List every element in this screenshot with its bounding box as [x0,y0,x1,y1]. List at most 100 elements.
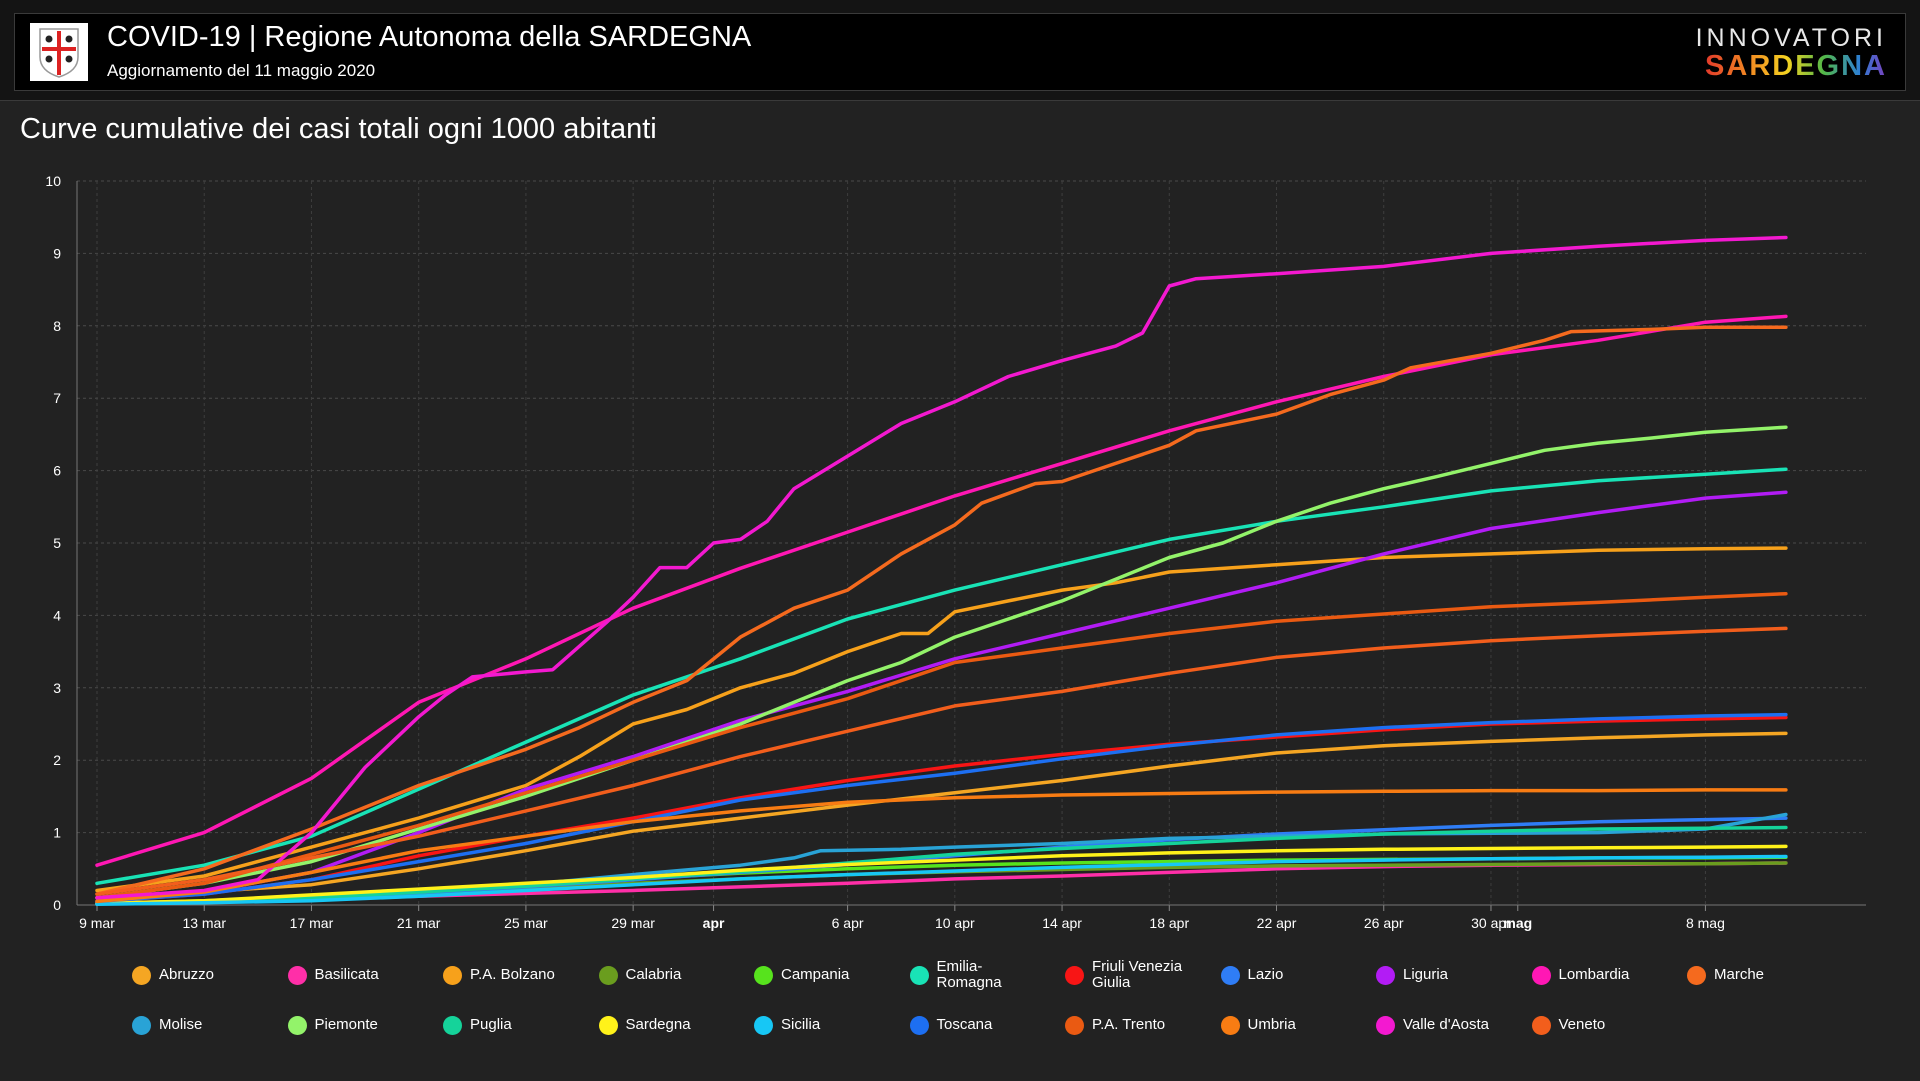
legend-color-dot [132,965,151,985]
y-tick-label: 3 [53,680,61,696]
series-line-abruzzo [95,731,1788,900]
brand-logo-line1: INNOVATORI [1695,24,1887,52]
legend-label: Veneto [1558,1016,1606,1033]
x-tick-label: 13 mar [182,915,226,931]
legend-item[interactable]: Veneto [1531,1013,1606,1037]
legend-color-dot [287,965,307,985]
chart-legend: Abruzzo Basilicata P.A. Bolzano Calabria Cam… [132,959,1892,1063]
legend-item[interactable]: Piemonte [287,1013,378,1037]
x-tick-label: 10 apr [935,915,975,931]
legend-item[interactable]: Molise [132,1013,202,1037]
y-tick-label: 7 [53,390,61,406]
legend-label: Sardegna [625,1016,691,1033]
legend-item[interactable]: Toscana [909,1013,993,1037]
x-tick-label: 18 apr [1149,915,1189,931]
legend-color-dot [1220,1015,1240,1035]
x-tick-label: apr [703,915,725,931]
legend-label: Toscana [936,1016,993,1033]
y-tick-label: 2 [53,752,61,768]
chart-panel: Curve cumulative dei casi totali ogni 10… [0,100,1920,1081]
series-line-p-a-trento [95,591,1788,900]
x-tick-label: 14 apr [1042,915,1082,931]
y-tick-label: 6 [53,463,61,479]
x-tick-label: 26 apr [1364,915,1404,931]
legend-label: Emilia-Romagna [936,958,1002,991]
legend-item[interactable]: Friuli Venezia Giulia [1065,959,1202,991]
y-tick-label: 5 [53,535,61,551]
legend-label: Sicilia [781,1016,821,1033]
series-line-veneto [95,626,1788,896]
brand-logo-line2: SARDEGNA [1705,50,1887,82]
legend-color-dot [1220,965,1240,985]
legend-item[interactable]: Umbria [1220,1013,1296,1037]
series-line-umbria [95,788,1788,904]
y-tick-label: 4 [53,607,61,623]
legend-item[interactable]: Lazio [1220,963,1284,987]
series-line-liguria [95,490,1788,904]
sardinia-coat-of-arms-logo [30,23,88,81]
page-title: COVID-19 | Regione Autonoma della SARDEG… [107,21,752,53]
legend-item[interactable]: Lombardia [1531,963,1630,987]
legend-item[interactable]: Emilia-Romagna [909,959,1047,991]
line-chart: 0 1 2 3 4 5 6 7 8 9 10 9 mar 13 mar 17 mar 21 mar 25 ma… [45,173,1866,931]
legend-label: Abruzzo [159,966,215,983]
legend-color-dot [1687,965,1706,985]
legend-item[interactable]: Marche [1687,963,1764,987]
series-line-sicilia [95,854,1788,907]
legend-label: Molise [159,1016,203,1033]
legend-color-dot [287,1015,307,1035]
series-line-emilia-romagna [95,467,1788,886]
legend-color-dot [1065,965,1084,985]
header-bar: COVID-19 | Regione Autonoma della SARDEG… [14,13,1906,91]
legend-color-dot [598,965,618,985]
legend-label: P.A. Bolzano [470,966,555,983]
legend-item[interactable]: Calabria [598,963,682,987]
legend-color-dot [1376,965,1395,985]
legend-color-dot [1065,1015,1084,1035]
x-tick-label: 9 mar [79,915,115,931]
legend-item[interactable]: Valle d'Aosta [1376,1013,1489,1037]
chart-title: Curve cumulative dei casi totali ogni 10… [20,113,657,145]
legend-color-dot [754,1015,773,1035]
y-tick-label: 8 [53,318,61,334]
x-tick-label: 21 mar [397,915,441,931]
series-line-piemonte [95,425,1788,900]
legend-color-dot [1531,1015,1551,1035]
legend-item[interactable]: Abruzzo [132,963,214,987]
legend-label: Puglia [470,1016,512,1033]
x-tick-label: 30 apr [1471,915,1511,931]
legend-item[interactable]: P.A. Trento [1065,1013,1165,1037]
legend-label: Campania [781,966,850,983]
x-tick-label: 29 mar [611,915,655,931]
legend-label: P.A. Trento [1092,1016,1166,1033]
legend-label: Friuli Venezia Giulia [1092,958,1183,991]
legend-item[interactable]: Puglia [443,1013,512,1037]
x-tick-label: mag [1503,915,1532,931]
legend-label: Valle d'Aosta [1403,1016,1489,1033]
legend-item[interactable]: Campania [754,963,849,987]
legend-color-dot [909,1015,929,1035]
series-line-sardegna [95,844,1788,906]
legend-color-dot [598,1015,618,1035]
legend-item[interactable]: Sicilia [754,1013,820,1037]
legend-item[interactable]: Sardegna [598,1013,691,1037]
legend-label: Lombardia [1558,966,1630,983]
update-date: Aggiornamento del 11 maggio 2020 [107,61,376,80]
x-tick-label: 6 apr [832,915,864,931]
legend-color-dot [132,1015,151,1035]
x-tick-label: 17 mar [290,915,334,931]
series-line-valle-d-aosta [95,235,1788,900]
legend-item[interactable]: Liguria [1376,963,1448,987]
y-tick-label: 10 [45,173,61,189]
legend-item[interactable]: Basilicata [287,963,379,987]
legend-label: Lazio [1247,966,1284,983]
legend-item[interactable]: P.A. Bolzano [443,963,555,987]
legend-color-dot [1376,1015,1395,1035]
legend-label: Basilicata [314,966,379,983]
y-tick-label: 0 [53,897,61,913]
legend-color-dot [754,965,773,985]
y-tick-label: 1 [53,825,61,841]
series-line-puglia [95,825,1788,906]
legend-color-dot [443,1015,462,1035]
legend-label: Calabria [625,966,682,983]
